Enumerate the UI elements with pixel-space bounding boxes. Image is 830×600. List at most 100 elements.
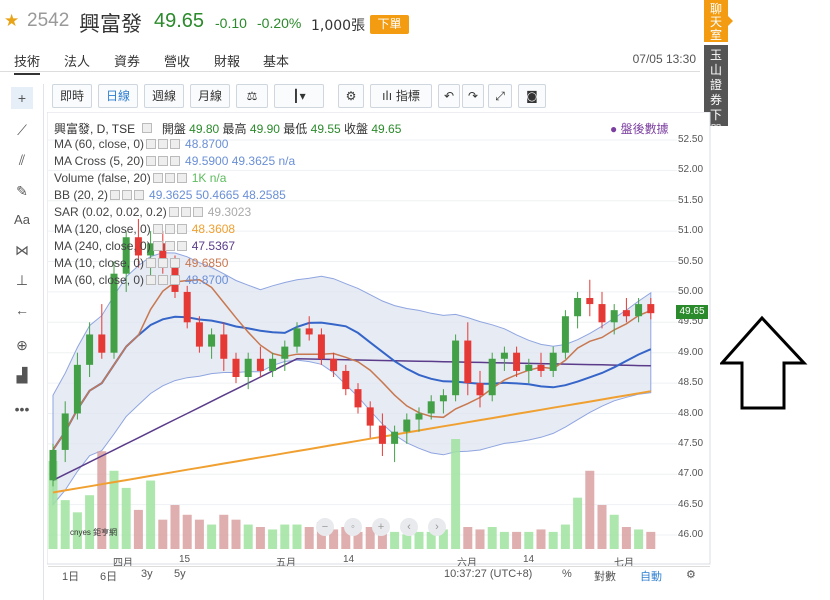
- remove-icon[interactable]: [134, 190, 145, 200]
- visibility-icon[interactable]: [168, 207, 179, 217]
- fib-icon[interactable]: ⫽: [18, 152, 26, 168]
- y-tick-label: 46.50: [678, 498, 704, 510]
- visibility-icon[interactable]: [146, 156, 157, 166]
- scroll-right-icon[interactable]: ›: [428, 518, 446, 536]
- auto-toggle[interactable]: 自動: [640, 571, 662, 583]
- range-5y[interactable]: 5y: [174, 568, 186, 580]
- candle-body: [598, 304, 606, 323]
- settings-icon[interactable]: [158, 156, 169, 166]
- settings-icon[interactable]: [158, 258, 169, 268]
- remove-icon[interactable]: [192, 207, 203, 217]
- settings-icon[interactable]: [122, 190, 133, 200]
- tab-revenue[interactable]: 營收: [164, 55, 191, 70]
- ruler-icon[interactable]: ▟: [16, 367, 28, 383]
- candle-body: [378, 425, 386, 444]
- zoom-out-icon[interactable]: −: [316, 518, 334, 536]
- indicator-legend[interactable]: MA (60, close, 0) 48.8700: [54, 273, 228, 287]
- range-1d[interactable]: 1日: [62, 571, 80, 583]
- settings-icon[interactable]: ⚙: [338, 84, 364, 108]
- broker-order-tab[interactable]: 玉山證券下單: [704, 45, 728, 137]
- visibility-icon[interactable]: [146, 275, 157, 285]
- arrow-left-icon[interactable]: ←: [15, 302, 29, 318]
- tab-basic[interactable]: 基本: [263, 55, 290, 70]
- trend-line-icon[interactable]: ⟋: [17, 122, 27, 138]
- visibility-icon[interactable]: [152, 224, 163, 234]
- candle-body: [610, 310, 618, 323]
- camera-icon[interactable]: ◙: [518, 84, 546, 108]
- tab-financials[interactable]: 財報: [214, 55, 241, 70]
- redo-icon[interactable]: ↷: [462, 84, 484, 108]
- indicator-legend[interactable]: MA (60, close, 0) 48.8700: [54, 137, 228, 151]
- crosshair-icon[interactable]: +: [11, 87, 33, 109]
- log-toggle[interactable]: 對數: [594, 571, 616, 583]
- tab-technical[interactable]: 技術: [14, 51, 41, 75]
- weekly-button[interactable]: 週線: [144, 84, 184, 108]
- favorite-star-icon[interactable]: ★: [4, 11, 20, 30]
- remove-icon[interactable]: [176, 224, 187, 234]
- close-label: 收盤: [344, 122, 369, 136]
- measure-icon[interactable]: ⊥: [15, 272, 29, 288]
- settings-icon[interactable]: [158, 139, 169, 149]
- indicator-legend[interactable]: MA (240, close, 0) 47.5367: [54, 239, 235, 253]
- more-icon[interactable]: •••: [14, 401, 30, 417]
- settings-icon[interactable]: [164, 241, 175, 251]
- remove-icon[interactable]: [170, 258, 181, 268]
- remove-icon[interactable]: [176, 173, 187, 183]
- reset-zoom-icon[interactable]: ◦: [344, 518, 362, 536]
- tab-margin[interactable]: 資券: [114, 55, 141, 70]
- brush-icon[interactable]: ✎: [16, 183, 28, 199]
- visibility-icon[interactable]: [146, 258, 157, 268]
- remove-icon[interactable]: [176, 241, 187, 251]
- range-3y[interactable]: 3y: [141, 568, 153, 580]
- indicator-legend[interactable]: SAR (0.02, 0.02, 0.2) 49.3023: [54, 205, 251, 219]
- chart-type-icon[interactable]: ┃▾: [274, 84, 324, 108]
- daily-button[interactable]: 日線: [98, 84, 138, 108]
- range-6m[interactable]: 6日: [100, 571, 118, 583]
- chart-area[interactable]: [47, 112, 711, 600]
- settings-icon[interactable]: [180, 207, 191, 217]
- intraday-button[interactable]: 即時: [52, 84, 92, 108]
- indicator-legend[interactable]: MA Cross (5, 20) 49.5900 49.3625 n/a: [54, 154, 295, 168]
- monthly-button[interactable]: 月線: [190, 84, 230, 108]
- indicator-legend[interactable]: MA (10, close, 0) 49.6850: [54, 256, 228, 270]
- candle-body: [208, 334, 216, 347]
- indicator-legend[interactable]: BB (20, 2) 49.3625 50.4665 48.2585: [54, 188, 286, 202]
- visibility-icon[interactable]: [110, 190, 121, 200]
- indicator-legend[interactable]: MA (120, close, 0) 48.3608: [54, 222, 235, 236]
- visibility-icon[interactable]: [152, 241, 163, 251]
- compare-icon[interactable]: ⚖: [236, 84, 268, 108]
- settings-icon[interactable]: [164, 224, 175, 234]
- chat-room-tab[interactable]: 聊天室: [704, 0, 733, 42]
- settings-icon[interactable]: [158, 275, 169, 285]
- after-hours-link[interactable]: ● 盤後數據: [610, 122, 669, 136]
- fullscreen-icon[interactable]: ⤢: [488, 84, 512, 108]
- undo-icon[interactable]: ↶: [438, 84, 460, 108]
- remove-icon[interactable]: [170, 156, 181, 166]
- tab-institutional[interactable]: 法人: [64, 55, 91, 70]
- candle-body: [232, 358, 240, 377]
- zoom-icon[interactable]: ⊕: [16, 337, 28, 353]
- volume-bar: [634, 529, 644, 549]
- volume-bar: [365, 527, 375, 549]
- text-tool-icon[interactable]: Aa: [14, 212, 30, 227]
- legend-settings-icon[interactable]: [142, 123, 153, 133]
- candle-body: [244, 358, 252, 377]
- volume-bar: [548, 531, 558, 549]
- percent-toggle[interactable]: %: [562, 568, 572, 580]
- visibility-icon[interactable]: [146, 139, 157, 149]
- remove-icon[interactable]: [170, 275, 181, 285]
- volume-bar: [182, 514, 192, 549]
- scroll-left-icon[interactable]: ‹: [400, 518, 418, 536]
- bottom-settings-icon[interactable]: ⚙: [686, 569, 696, 581]
- visibility-icon[interactable]: [152, 173, 163, 183]
- zoom-in-icon[interactable]: +: [372, 518, 390, 536]
- settings-icon[interactable]: [164, 173, 175, 183]
- indicator-label: MA (60, close, 0): [54, 273, 145, 287]
- pattern-icon[interactable]: ⋈: [15, 242, 29, 258]
- candle-body: [195, 322, 203, 347]
- indicator-legend[interactable]: Volume (false, 20) 1K n/a: [54, 171, 226, 185]
- indicators-button[interactable]: ılı 指標: [370, 84, 432, 108]
- candle-body: [622, 310, 630, 317]
- remove-icon[interactable]: [170, 139, 181, 149]
- order-button[interactable]: 下單: [370, 15, 409, 34]
